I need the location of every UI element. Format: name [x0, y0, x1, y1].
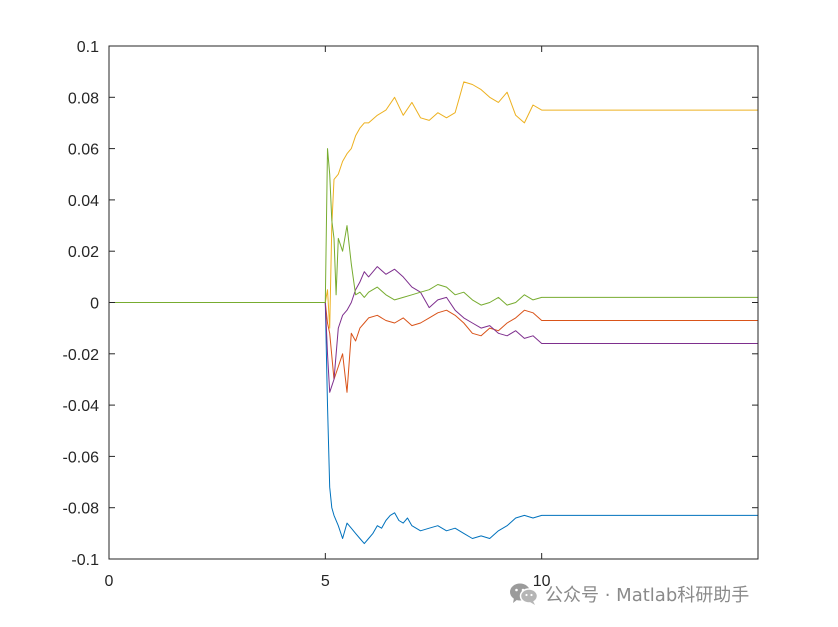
y-tick-label: 0 [90, 296, 99, 313]
series-group [109, 81, 758, 545]
x-tick-label: 10 [533, 573, 551, 590]
y-tick-label: 0.02 [68, 244, 99, 261]
series-line-2 [109, 302, 758, 393]
series-line-1 [109, 302, 758, 545]
y-tick-label: 0.06 [68, 142, 99, 159]
y-tick-label: -0.06 [63, 449, 100, 466]
y-tick-label: -0.02 [63, 347, 100, 364]
y-tick-label: 0.1 [77, 39, 99, 56]
wechat-icon [510, 583, 539, 605]
series-line-5 [109, 148, 758, 306]
y-tick-label: 0.04 [68, 193, 99, 210]
y-tick-label: -0.1 [71, 552, 99, 569]
axes: 0 5 10 0.1 0.08 0.06 0.04 0.02 0 -0.02 -0.04 -0.06 -… [63, 39, 759, 590]
series-line-3 [109, 81, 758, 329]
watermark-text: 公众号 · Matlab科研助手 [545, 585, 750, 606]
x-tick-label: 5 [321, 573, 330, 590]
y-tick-label: -0.08 [63, 501, 100, 518]
y-tick-label: -0.04 [63, 398, 100, 415]
y-tick-label: 0.08 [68, 90, 99, 107]
series-line-4 [109, 266, 758, 393]
x-tick-label: 0 [105, 573, 114, 590]
watermark: 公众号 · Matlab科研助手 [509, 580, 749, 608]
